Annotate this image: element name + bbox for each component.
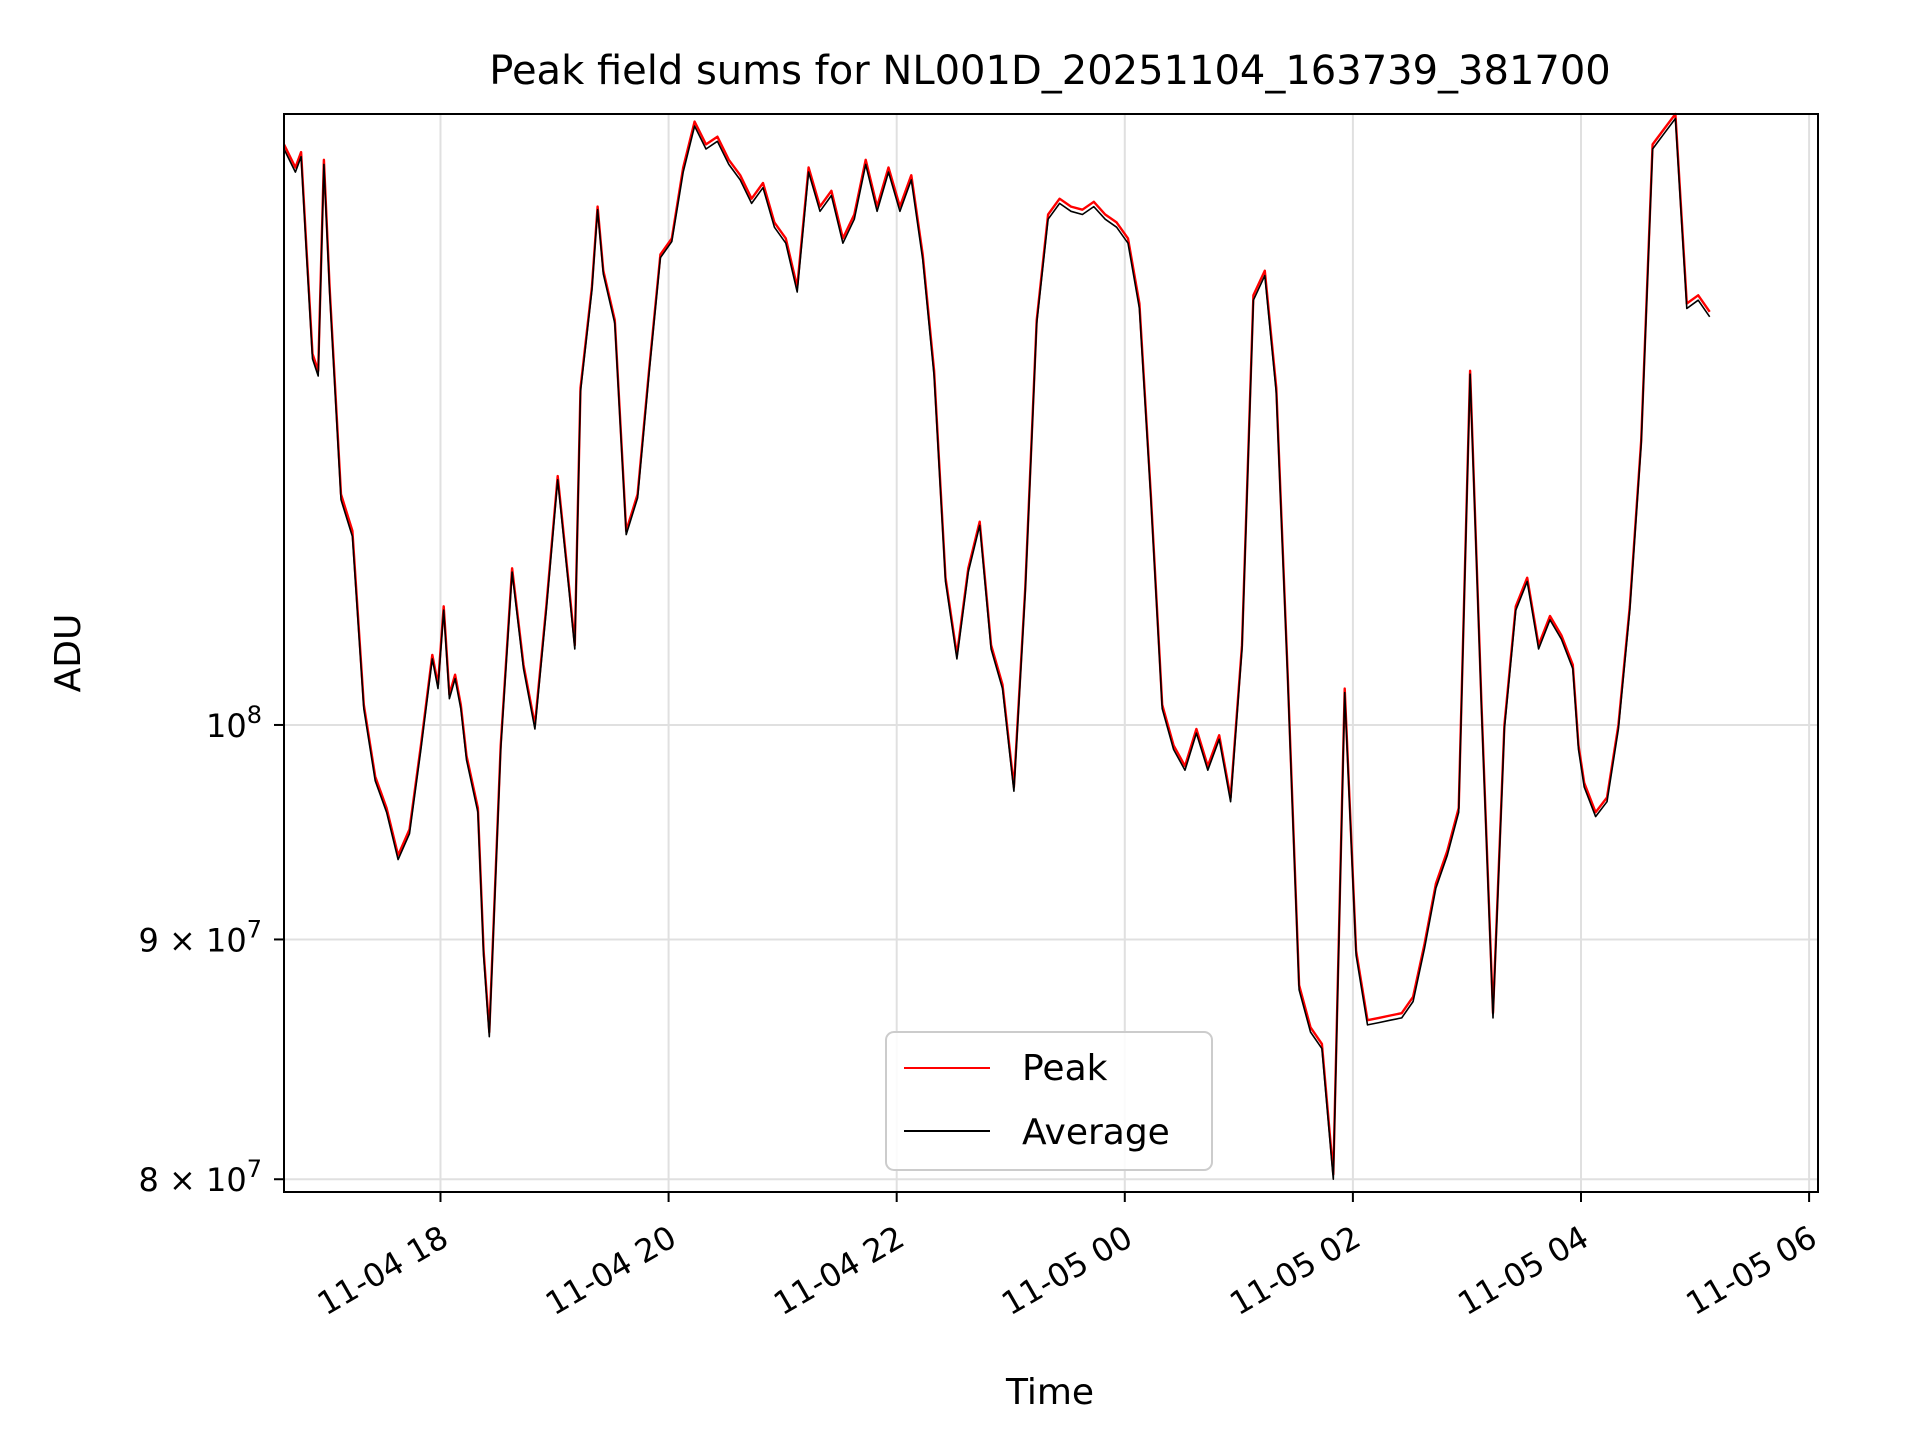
y-tick-label: 108 xyxy=(206,701,262,745)
legend-box xyxy=(885,1031,1213,1171)
x-axis-label: Time xyxy=(1005,1372,1094,1413)
plot-frame xyxy=(283,113,1819,1193)
series-line-average xyxy=(283,117,1711,1180)
grid-lines xyxy=(284,114,1818,1192)
y-tick-label: 9 × 107 xyxy=(138,915,262,959)
series-lines xyxy=(282,112,1711,1180)
y-axis-ticks: 8 × 107 9 × 107 108 xyxy=(138,701,284,1199)
y-tick-label: 8 × 107 xyxy=(138,1155,262,1199)
legend-label-peak: Peak xyxy=(1022,1048,1108,1089)
y-axis-label: ADU xyxy=(48,614,89,693)
legend-label-average: Average xyxy=(1022,1112,1170,1153)
legend: Peak Average xyxy=(885,1031,1213,1171)
chart-title: Peak field sums for NL001D_20251104_1637… xyxy=(489,48,1610,94)
